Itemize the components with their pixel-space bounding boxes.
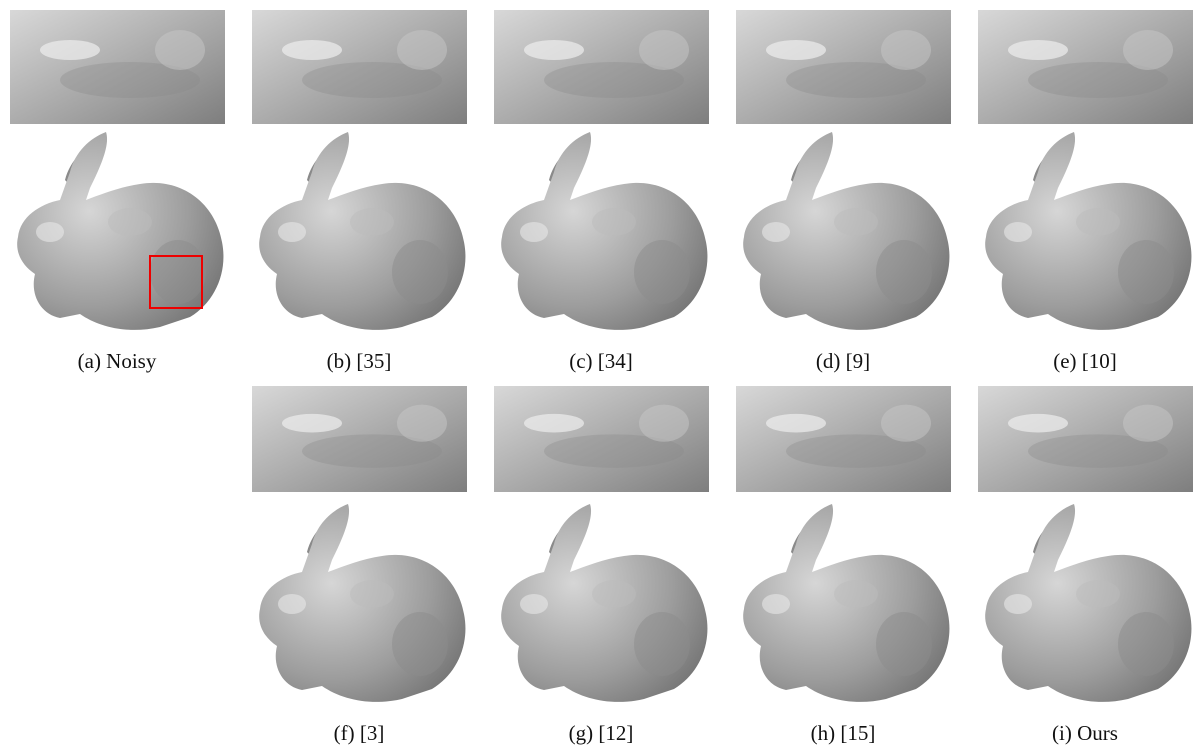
zoom-patch <box>252 10 467 124</box>
zoom-patch <box>736 10 951 124</box>
bunny-render <box>501 132 707 330</box>
bunny-render <box>501 504 707 702</box>
panel: (a) Noisy <box>10 10 225 373</box>
caption: (f) [3] <box>334 721 385 745</box>
caption: (b) [35] <box>327 349 392 373</box>
panel: (b) [35] <box>252 10 467 373</box>
zoom-patch <box>252 386 467 492</box>
bunny-render <box>259 504 465 702</box>
panel: (c) [34] <box>494 10 709 373</box>
zoom-patch <box>10 10 225 124</box>
caption: (d) [9] <box>816 349 870 373</box>
figure: (a) Noisy (b) [35] (c) [34] (d) [9] (e) [10]… <box>0 0 1193 750</box>
zoom-patch <box>736 386 951 492</box>
zoom-patch <box>494 386 709 492</box>
bunny-render <box>985 132 1191 330</box>
caption: (i) Ours <box>1052 721 1118 745</box>
zoom-patch <box>494 10 709 124</box>
bunny-render <box>985 504 1191 702</box>
panel: (g) [12] <box>494 386 709 745</box>
panel: (f) [3] <box>252 386 467 745</box>
zoom-patch <box>978 386 1193 492</box>
panel: (h) [15] <box>736 386 951 745</box>
panel: (e) [10] <box>978 10 1193 373</box>
caption: (a) Noisy <box>78 349 157 373</box>
caption: (h) [15] <box>811 721 876 745</box>
bunny-render <box>17 132 223 330</box>
caption: (c) [34] <box>569 349 633 373</box>
zoom-patch <box>978 10 1193 124</box>
caption: (g) [12] <box>569 721 634 745</box>
panel: (d) [9] <box>736 10 951 373</box>
caption: (e) [10] <box>1053 349 1117 373</box>
bunny-render <box>743 132 949 330</box>
panel: (i) Ours <box>978 386 1193 745</box>
bunny-render <box>259 132 465 330</box>
bunny-render <box>743 504 949 702</box>
